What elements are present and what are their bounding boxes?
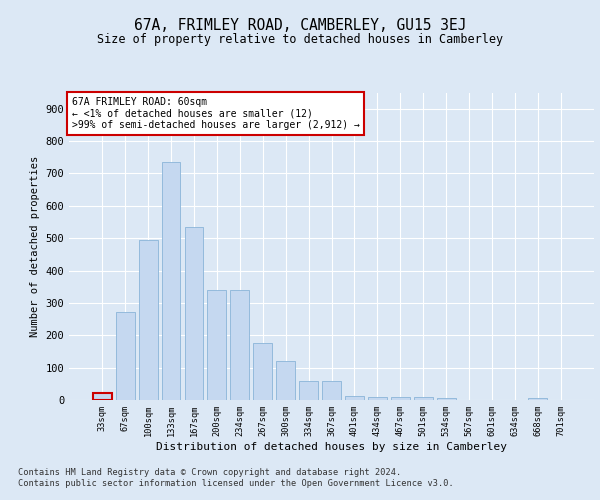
- Bar: [391, 397, 410, 400]
- Bar: [276, 361, 295, 400]
- X-axis label: Distribution of detached houses by size in Camberley: Distribution of detached houses by size …: [156, 442, 507, 452]
- Bar: [437, 398, 455, 400]
- Text: 67A, FRIMLEY ROAD, CAMBERLEY, GU15 3EJ: 67A, FRIMLEY ROAD, CAMBERLEY, GU15 3EJ: [134, 18, 466, 32]
- Bar: [322, 380, 341, 400]
- Text: 67A FRIMLEY ROAD: 60sqm
← <1% of detached houses are smaller (12)
>99% of semi-d: 67A FRIMLEY ROAD: 60sqm ← <1% of detache…: [71, 97, 359, 130]
- Bar: [253, 344, 272, 400]
- Bar: [93, 393, 112, 400]
- Bar: [299, 380, 318, 400]
- Bar: [185, 227, 203, 400]
- Bar: [230, 290, 249, 400]
- Text: Size of property relative to detached houses in Camberley: Size of property relative to detached ho…: [97, 32, 503, 46]
- Text: Contains HM Land Registry data © Crown copyright and database right 2024.
Contai: Contains HM Land Registry data © Crown c…: [18, 468, 454, 487]
- Bar: [139, 240, 158, 400]
- Bar: [345, 396, 364, 400]
- Bar: [368, 397, 387, 400]
- Bar: [116, 312, 134, 400]
- Bar: [529, 398, 547, 400]
- Y-axis label: Number of detached properties: Number of detached properties: [30, 156, 40, 337]
- Bar: [161, 162, 181, 400]
- Bar: [208, 290, 226, 400]
- Bar: [414, 397, 433, 400]
